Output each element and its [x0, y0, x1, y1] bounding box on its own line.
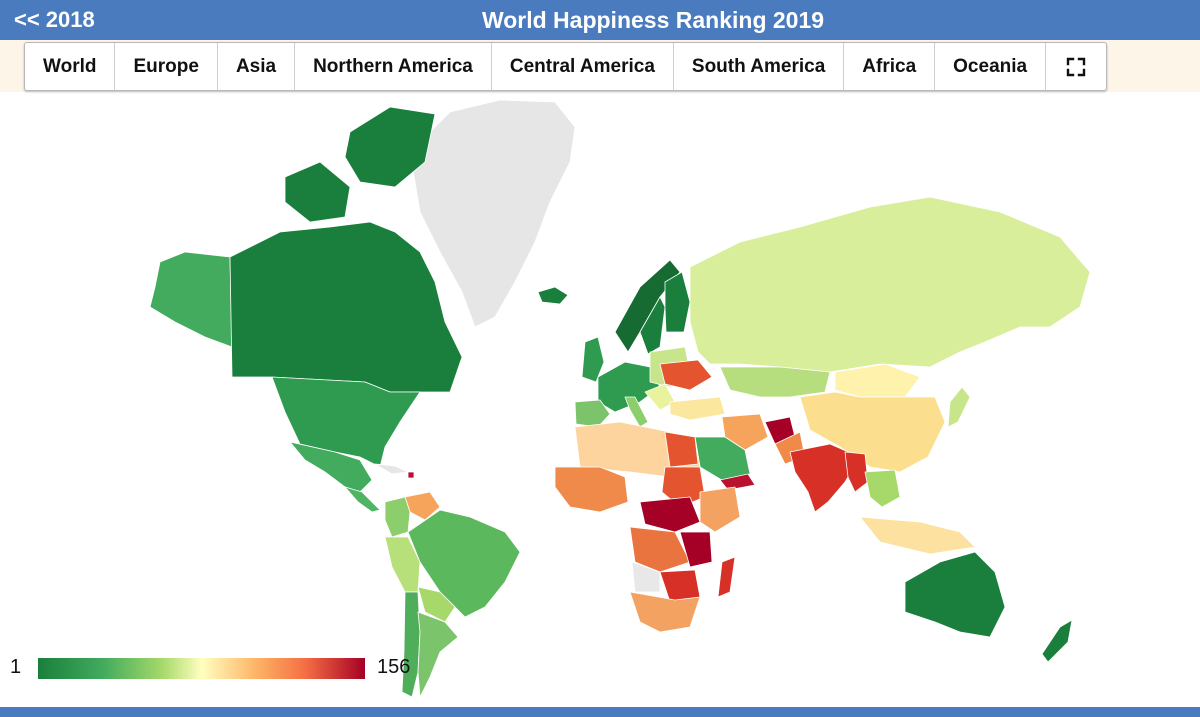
country-drc[interactable]: [629, 526, 691, 573]
previous-year-link[interactable]: << 2018: [14, 7, 95, 32]
country-ukraine[interactable]: [659, 359, 713, 391]
country-uk[interactable]: [581, 336, 605, 383]
country-turkey[interactable]: [669, 396, 726, 421]
country-cuba[interactable]: [374, 463, 409, 475]
country-sweden[interactable]: [639, 296, 666, 355]
country-zambia[interactable]: [659, 569, 701, 603]
fullscreen-button[interactable]: [1046, 43, 1106, 90]
country-spain[interactable]: [574, 399, 611, 428]
country-japan[interactable]: [947, 386, 971, 428]
region-tab-bar: World Europe Asia Northern America Centr…: [0, 40, 1200, 92]
country-madagascar[interactable]: [717, 556, 736, 598]
country-southern-africa[interactable]: [629, 591, 701, 633]
country-bolivia[interactable]: [417, 586, 456, 623]
tab-south-america[interactable]: South America: [674, 43, 845, 90]
country-iceland[interactable]: [537, 286, 569, 305]
tab-europe[interactable]: Europe: [115, 43, 218, 90]
country-central-africa[interactable]: [639, 496, 701, 533]
country-sudan[interactable]: [661, 466, 706, 508]
country-finland[interactable]: [664, 271, 691, 333]
footer-bar: [0, 707, 1200, 717]
map-svg: [149, 99, 1091, 698]
expand-icon: [1066, 57, 1086, 76]
country-argentina[interactable]: [417, 611, 459, 698]
country-kazakhstan[interactable]: [719, 366, 831, 398]
legend-gradient-bar: [38, 658, 365, 679]
country-iran[interactable]: [721, 413, 769, 451]
legend-max-label: 156: [377, 656, 411, 678]
country-indonesia[interactable]: [859, 516, 976, 555]
tab-central-america[interactable]: Central America: [492, 43, 674, 90]
legend-min-label: 1: [10, 656, 22, 678]
country-central-america[interactable]: [344, 486, 381, 513]
world-map: [0, 92, 1200, 704]
header-bar: << 2018 World Happiness Ranking 2019: [0, 0, 1200, 40]
region-tabs: World Europe Asia Northern America Centr…: [24, 42, 1108, 91]
country-australia[interactable]: [904, 551, 1006, 638]
country-greenland[interactable]: [409, 99, 576, 328]
country-west-africa[interactable]: [554, 466, 629, 513]
country-russia[interactable]: [689, 196, 1091, 373]
tab-africa[interactable]: Africa: [844, 43, 936, 90]
country-brazil[interactable]: [407, 509, 521, 618]
country-chile[interactable]: [401, 591, 421, 698]
country-colombia[interactable]: [384, 496, 411, 538]
country-haiti[interactable]: [407, 471, 415, 479]
country-canada-islands-2[interactable]: [284, 161, 351, 223]
country-myanmar[interactable]: [844, 451, 869, 493]
country-usa[interactable]: [271, 376, 421, 468]
country-angola[interactable]: [631, 561, 661, 593]
tab-oceania[interactable]: Oceania: [935, 43, 1047, 90]
country-egypt[interactable]: [664, 431, 699, 468]
tab-northern-america[interactable]: Northern America: [295, 43, 492, 90]
country-tanzania[interactable]: [679, 531, 713, 568]
country-southeast-asia[interactable]: [864, 469, 901, 508]
color-legend: 1 156: [0, 650, 430, 690]
tab-asia[interactable]: Asia: [218, 43, 296, 90]
page-title: World Happiness Ranking 2019: [481, 7, 825, 33]
country-canada[interactable]: [229, 221, 463, 393]
country-canada-islands[interactable]: [344, 106, 436, 188]
country-china[interactable]: [799, 391, 946, 473]
country-east-africa[interactable]: [699, 486, 741, 533]
country-usa-alaska[interactable]: [149, 251, 233, 348]
country-india[interactable]: [789, 443, 861, 513]
country-italy[interactable]: [624, 396, 649, 428]
country-yemen[interactable]: [719, 473, 756, 491]
tab-world[interactable]: World: [25, 43, 116, 90]
country-new-zealand[interactable]: [1041, 619, 1073, 663]
